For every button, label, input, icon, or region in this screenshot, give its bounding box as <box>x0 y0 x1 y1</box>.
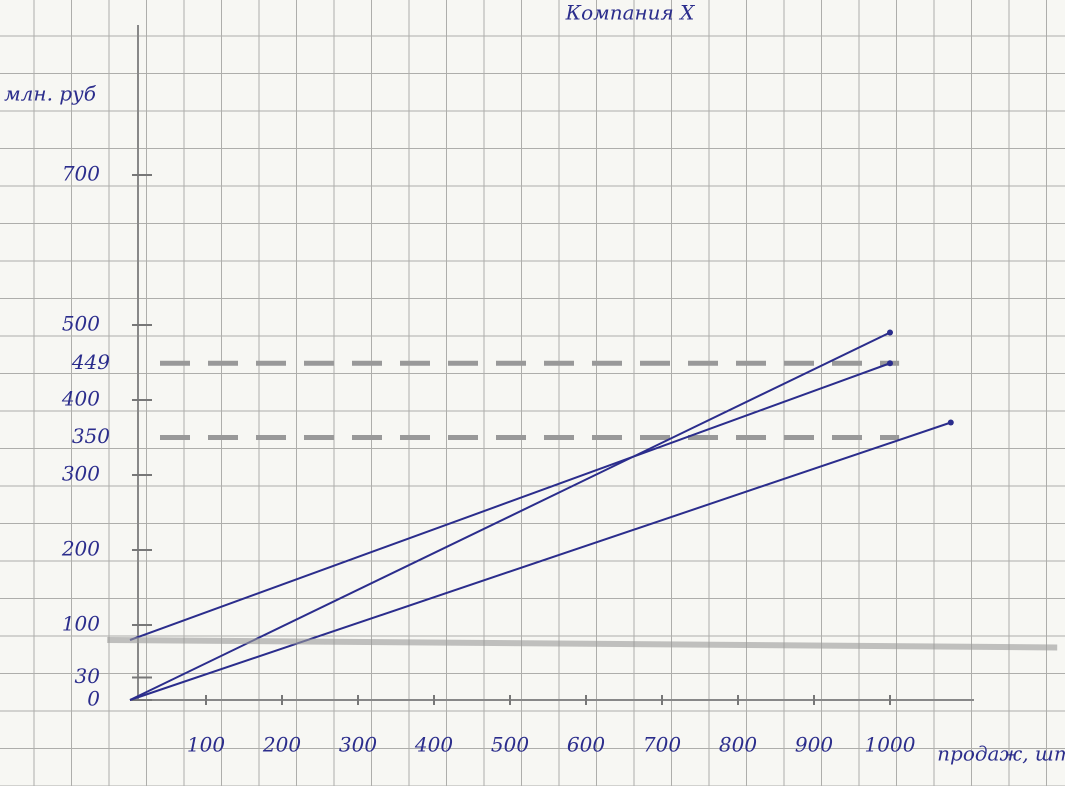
end-point <box>947 419 954 426</box>
x-tick-label: 200 <box>262 733 301 757</box>
y-tick-label: 500 <box>62 312 100 336</box>
x-tick-label: 900 <box>795 733 833 757</box>
end-point <box>887 360 893 367</box>
series-line <box>107 637 1058 651</box>
y-tick-label: 300 <box>62 462 100 486</box>
y-tick-label: 400 <box>61 387 100 411</box>
series-line <box>129 362 891 641</box>
x-tick-label: 400 <box>414 733 453 757</box>
series-line <box>129 421 952 701</box>
x-tick-label: 500 <box>491 733 529 757</box>
y-tick-label: 100 <box>62 612 100 636</box>
y-tick-label: 30 <box>75 664 101 688</box>
y-tick-label: 200 <box>61 537 100 561</box>
x-tick-label: 100 <box>187 733 225 757</box>
reference-label: 449 <box>71 350 110 374</box>
y-axis-label: млн. руб <box>4 82 97 106</box>
y-tick-label: 0 <box>87 687 100 711</box>
x-tick-label: 700 <box>643 733 681 757</box>
y-tick-label: 700 <box>62 162 100 186</box>
chart-title: Компания X <box>565 1 696 25</box>
x-axis-label: продаж, шт <box>937 742 1065 766</box>
reference-label: 350 <box>72 424 110 448</box>
x-tick-label: 800 <box>719 733 757 757</box>
end-point <box>887 329 893 336</box>
x-tick-label: 300 <box>339 733 377 757</box>
x-tick-label: 600 <box>567 733 605 757</box>
x-tick-label: 1000 <box>865 733 916 757</box>
